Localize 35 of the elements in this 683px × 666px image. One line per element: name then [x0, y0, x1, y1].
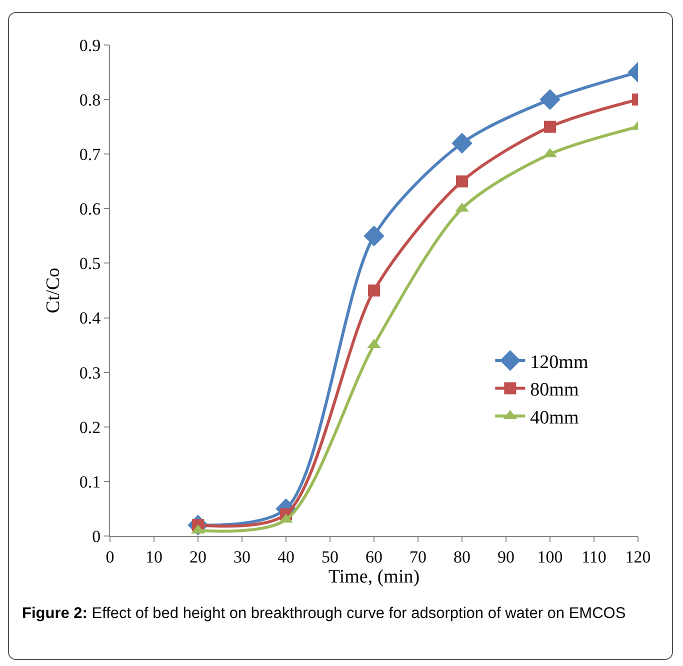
y-tick-label: 0.3	[79, 363, 101, 382]
y-tick-label: 0.5	[79, 254, 101, 274]
y-tick-label: 0.8	[79, 90, 101, 110]
caption: Figure 2: Effect of bed height on breakthrough curve for adsorption of water on EMCOS	[22, 605, 626, 622]
point	[540, 89, 560, 110]
y-axis-title: Ct/Co	[43, 268, 64, 314]
x-tick-label: 20	[190, 547, 206, 566]
x-axis-title: Time, (min)	[328, 566, 420, 588]
y-tick-label: 0.9	[79, 36, 101, 55]
point	[456, 175, 468, 188]
x-tick-label: 70	[410, 547, 426, 566]
x-tick-label: 120	[625, 547, 651, 566]
x-tick-label: 40	[278, 547, 294, 566]
y-tick-label: 0.6	[79, 200, 101, 219]
x-tick-label: 100	[537, 547, 563, 566]
point	[368, 284, 380, 296]
x-tick-label: 110	[582, 547, 606, 566]
x-tick-label: 30	[234, 547, 250, 566]
y-tick-label: 0.1	[79, 472, 101, 492]
x-tick-label: 0	[106, 547, 114, 566]
y-tick-label: 0.2	[79, 418, 101, 437]
x-tick-label: 80	[454, 547, 470, 566]
y-tick-label: 0.4	[79, 308, 102, 328]
y-tick-label: 0	[92, 526, 101, 546]
y-tick-label: 0.7	[79, 145, 102, 164]
x-tick-label: 90	[498, 547, 514, 566]
x-tick-label: 50	[322, 547, 338, 566]
legend-label: 120mm	[530, 352, 588, 373]
point	[452, 132, 472, 154]
point	[544, 120, 556, 133]
legend-label: 80mm	[530, 380, 579, 401]
x-tick-label: 10	[146, 547, 162, 566]
point	[364, 226, 384, 246]
legend-label: 40mm	[530, 407, 579, 428]
x-tick-label: 60	[366, 547, 382, 566]
